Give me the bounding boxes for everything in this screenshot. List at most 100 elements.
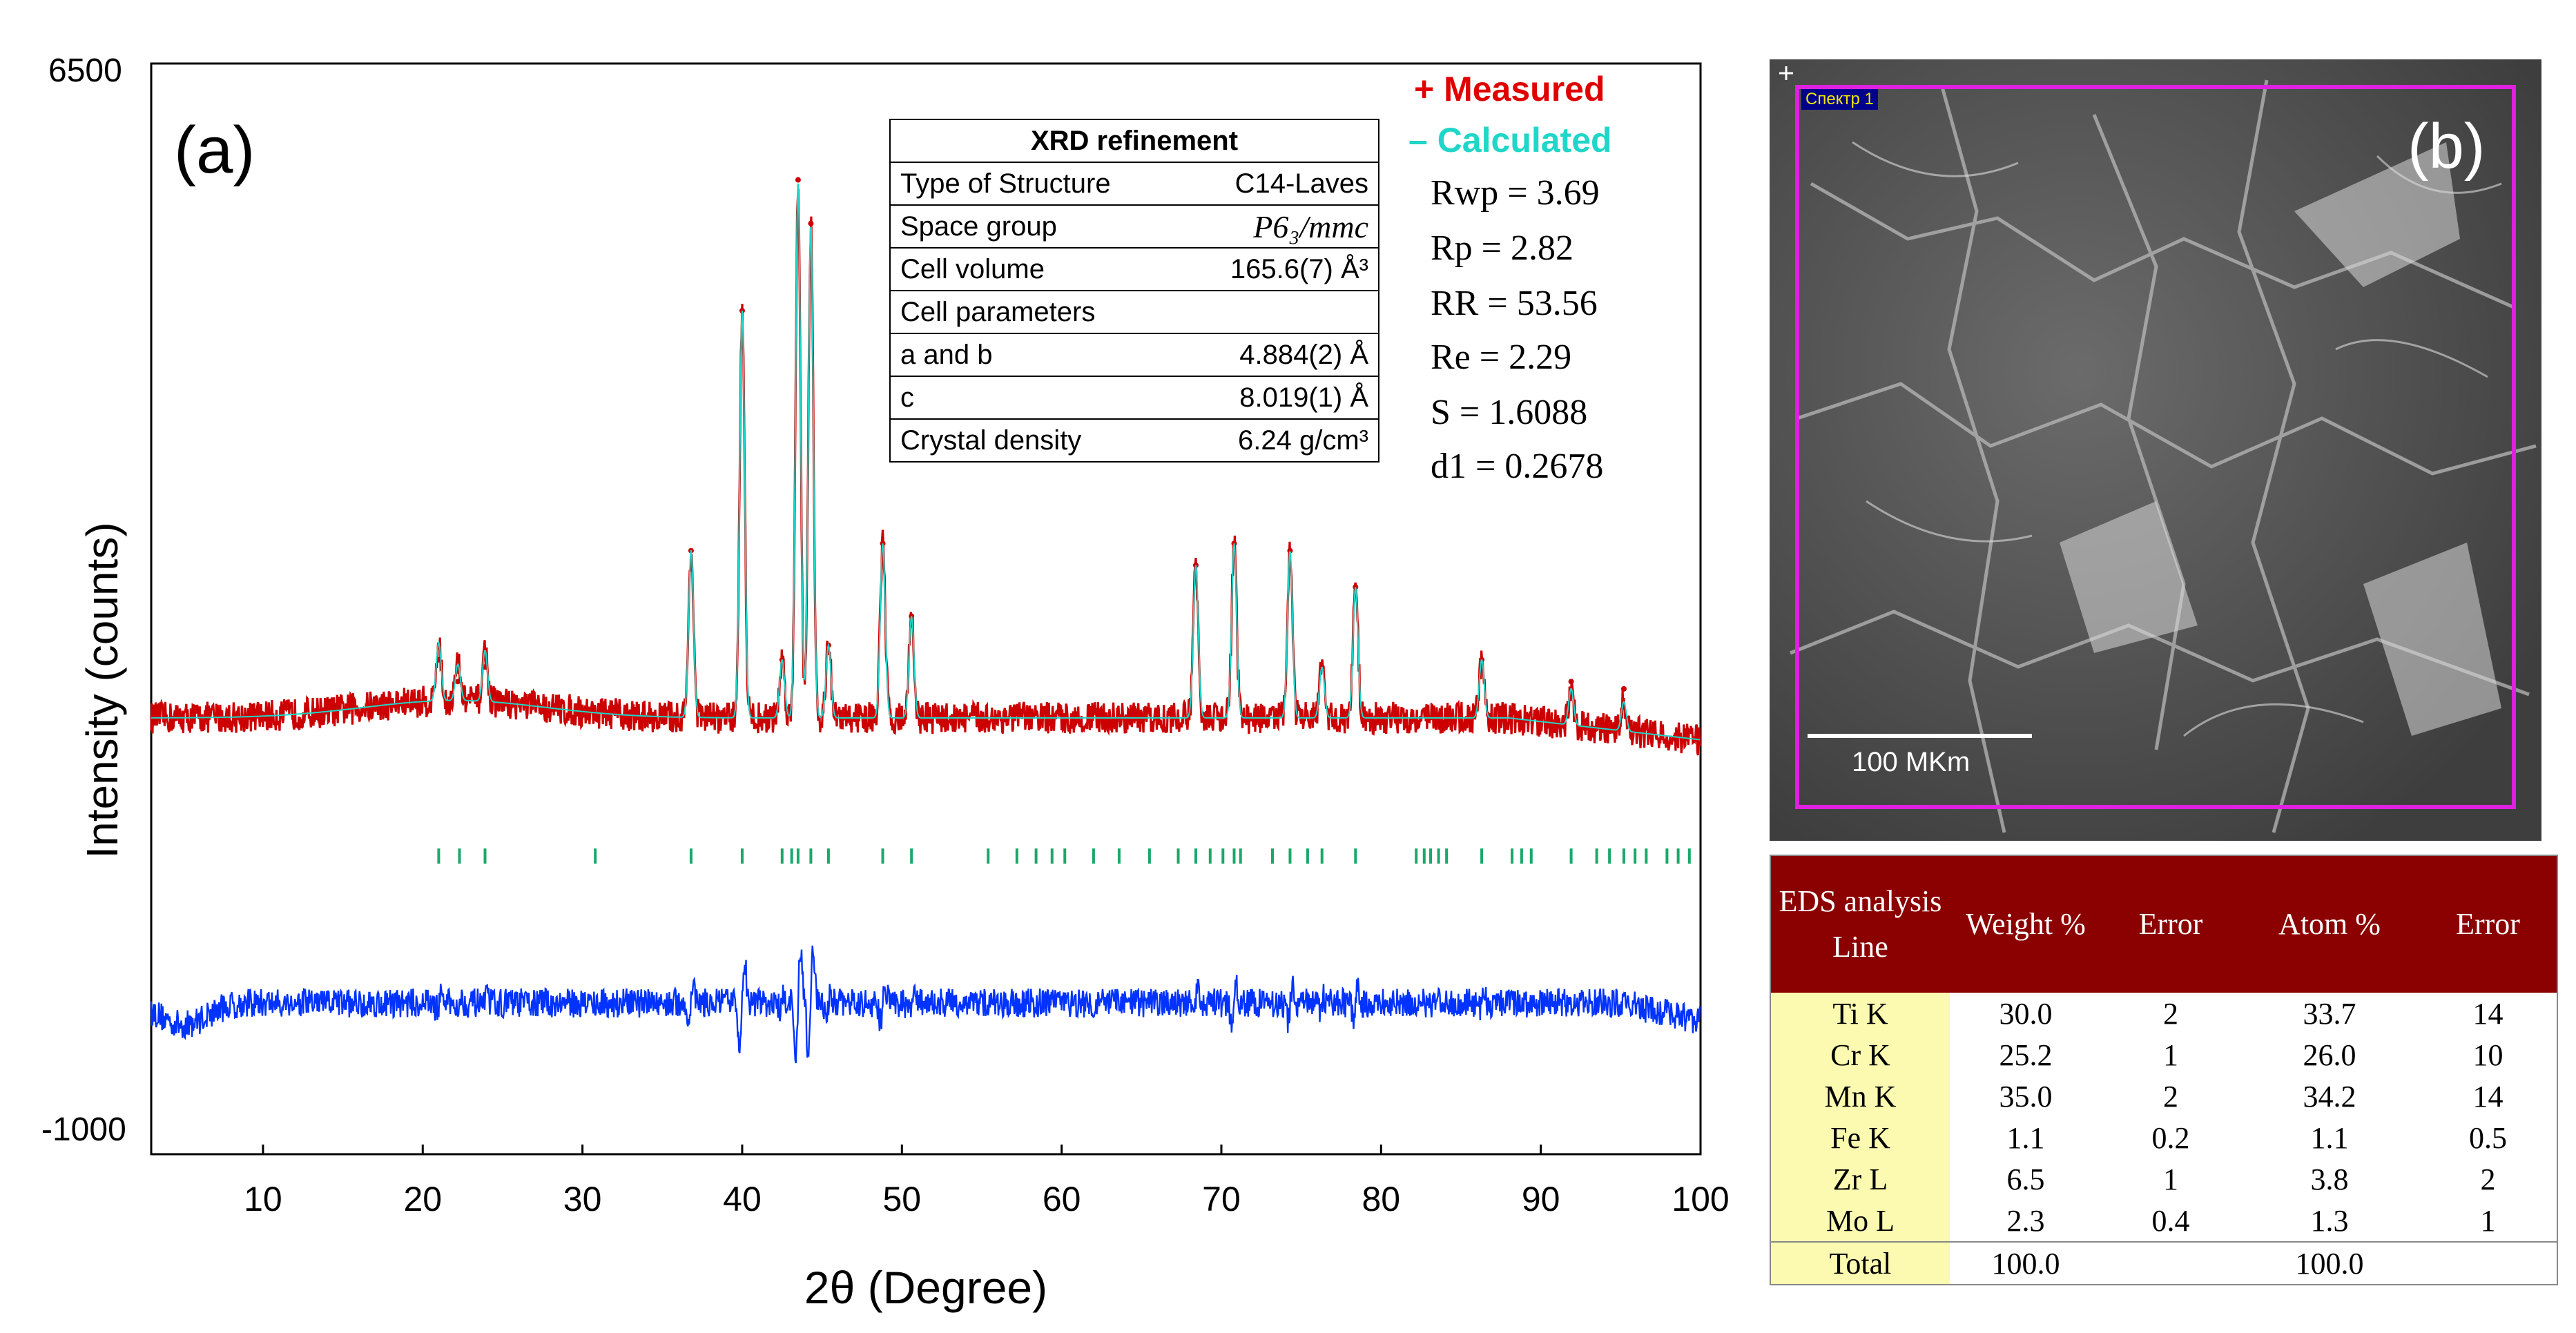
sem-micrograph xyxy=(1770,59,2541,841)
peak-point xyxy=(1287,547,1293,554)
eds-header-cell: EDS analysis Line xyxy=(1770,855,1950,993)
fit-statistics: Rwp = 3.69 Rp = 2.82 RR = 53.56 Re = 2.2… xyxy=(1431,173,1603,486)
measured-curve xyxy=(150,188,1701,756)
eds-row: Ti K 30.0 2 33.7 14 xyxy=(1770,993,2557,1034)
y-tick-top: 6500 xyxy=(48,52,122,89)
eds-header-cell: Error xyxy=(2102,855,2240,993)
eds-cell: Total xyxy=(1770,1241,1950,1285)
eds-cell: Mo L xyxy=(1770,1200,1950,1242)
eds-cell: 6.5 xyxy=(2006,1162,2045,1196)
y-axis-label: Intensity (counts) xyxy=(77,522,127,858)
legend-measured: + Measured xyxy=(1414,70,1605,108)
xrd-row-value: 165.6(7) Å³ xyxy=(1152,247,1379,291)
x-tick-label: 50 xyxy=(882,1180,921,1218)
x-tick-label: 40 xyxy=(723,1180,762,1218)
xrd-row-label: Crystal density xyxy=(890,418,1152,463)
eds-cell xyxy=(2419,1241,2557,1285)
eds-header-row: EDS analysis Line Weight % Error Atom % … xyxy=(1770,855,2557,993)
xrd-table-row: Crystal density 6.24 g/cm³ xyxy=(890,418,1379,463)
eds-cell: 0.4 xyxy=(2151,1203,2190,1238)
x-tick-label: 90 xyxy=(1522,1180,1560,1218)
eds-cell: 1 xyxy=(2163,1162,2178,1196)
x-tick-label: 80 xyxy=(1362,1180,1401,1218)
eds-cell: 35.0 xyxy=(1999,1079,2053,1113)
calculated-curve xyxy=(151,183,1701,741)
x-tick-label: 100 xyxy=(1672,1180,1729,1218)
fit-stat-rp: Rp = 2.82 xyxy=(1431,228,1573,268)
eds-analysis-table: EDS analysis Line Weight % Error Atom % … xyxy=(1770,855,2558,1285)
eds-cell: 1.3 xyxy=(2310,1203,2349,1238)
xrd-row-value: C14-Laves xyxy=(1152,162,1379,206)
xrd-table-title: XRD refinement xyxy=(890,119,1379,163)
xrd-row-label: Cell volume xyxy=(890,247,1152,291)
eds-row: Mn K 35.0 2 34.2 14 xyxy=(1770,1076,2557,1117)
xrd-table-row: Space group P6₃/mmc xyxy=(890,204,1379,249)
eds-cell xyxy=(2102,1241,2240,1285)
xrd-row-value: P6₃/mmc xyxy=(1152,204,1379,249)
eds-cell: 2 xyxy=(2163,1079,2178,1113)
xrd-row-label: Space group xyxy=(890,204,1152,249)
eds-cell: 25.2 xyxy=(1999,1038,2053,1072)
eds-row: Fe K 1.1 0.2 1.1 0.5 xyxy=(1770,1117,2557,1158)
eds-cell: Mn K xyxy=(1770,1076,1950,1117)
xrd-row-label: Cell parameters xyxy=(890,290,1379,334)
eds-cell: 30.0 xyxy=(1999,996,2053,1031)
scale-bar-label: 100 MKm xyxy=(1852,747,1970,777)
eds-cell: 14 xyxy=(2472,1079,2504,1113)
eds-cell: 26.0 xyxy=(2303,1038,2356,1072)
x-axis-label: 2θ (Degree) xyxy=(804,1262,1047,1313)
difference-curve xyxy=(150,945,1701,1064)
xrd-table-title-row: XRD refinement xyxy=(890,119,1379,163)
peak-point xyxy=(1568,679,1574,685)
fit-stat-s: S = 1.6088 xyxy=(1431,393,1587,432)
eds-cell: 1 xyxy=(2480,1203,2496,1238)
eds-row: Mo L 2.3 0.4 1.3 1 xyxy=(1770,1200,2557,1242)
eds-cell: Zr L xyxy=(1770,1158,1950,1200)
eds-total-row: Total 100.0 100.0 xyxy=(1770,1241,2557,1285)
x-tick-label: 70 xyxy=(1202,1180,1241,1218)
xrd-table-row: Cell volume 165.6(7) Å³ xyxy=(890,247,1379,291)
eds-header-cell: Atom % xyxy=(2240,855,2419,993)
x-tick-label: 30 xyxy=(563,1180,602,1218)
eds-header-cell: Error xyxy=(2419,855,2557,993)
peak-point xyxy=(455,679,461,685)
eds-cell: 1.1 xyxy=(2310,1120,2349,1155)
measured-points-layer xyxy=(150,177,1701,756)
fit-stat-d1: d1 = 0.2678 xyxy=(1431,447,1603,486)
xrd-row-value: 4.884(2) Å xyxy=(1152,333,1379,377)
eds-cell: Ti K xyxy=(1770,993,1950,1034)
xrd-row-label: c xyxy=(890,376,1152,420)
peak-point xyxy=(1620,685,1627,692)
eds-cell: 0.5 xyxy=(2469,1120,2507,1155)
x-tick-label: 10 xyxy=(244,1180,282,1218)
peak-point xyxy=(795,177,801,183)
eds-row: Cr K 25.2 1 26.0 10 xyxy=(1770,1034,2557,1076)
x-tick-label: 60 xyxy=(1043,1180,1081,1218)
eds-cell: 0.2 xyxy=(2151,1120,2190,1155)
analysis-area-frame xyxy=(1795,85,2516,809)
xrd-table-row: c 8.019(1) Å xyxy=(890,376,1379,420)
bragg-ticks-layer xyxy=(437,848,1691,864)
eds-cell: 14 xyxy=(2472,996,2504,1031)
calculated-curve-layer xyxy=(151,183,1701,741)
xrd-refinement-table: XRD refinement Type of Structure C14-Lav… xyxy=(889,119,1379,463)
peak-point xyxy=(808,220,814,226)
eds-cell: Cr K xyxy=(1770,1034,1950,1076)
eds-cell: 2 xyxy=(2480,1162,2496,1196)
legend-calculated: – Calculated xyxy=(1408,121,1612,159)
x-ticks-layer: 10 20 30 40 50 60 70 80 90 100 xyxy=(244,1145,1730,1218)
eds-cell: 1 xyxy=(2163,1038,2178,1072)
xrd-row-value: 6.24 g/cm³ xyxy=(1152,418,1379,463)
x-tick-label: 20 xyxy=(403,1180,442,1218)
eds-header-cell: Weight % xyxy=(1950,855,2102,993)
xrd-table-row: Cell parameters xyxy=(890,290,1379,334)
eds-cell: 34.2 xyxy=(2303,1079,2356,1113)
eds-cell: 1.1 xyxy=(2006,1120,2045,1155)
eds-row: Zr L 6.5 1 3.8 2 xyxy=(1770,1158,2557,1200)
eds-cell: 2.3 xyxy=(2006,1203,2045,1238)
xrd-row-label: a and b xyxy=(890,333,1152,377)
y-tick-bottom: -1000 xyxy=(41,1111,126,1148)
panel-b-label: (b) xyxy=(2408,111,2486,182)
eds-cell: 2 xyxy=(2163,996,2178,1031)
